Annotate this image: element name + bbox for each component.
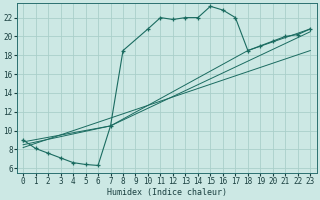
X-axis label: Humidex (Indice chaleur): Humidex (Indice chaleur): [107, 188, 227, 197]
